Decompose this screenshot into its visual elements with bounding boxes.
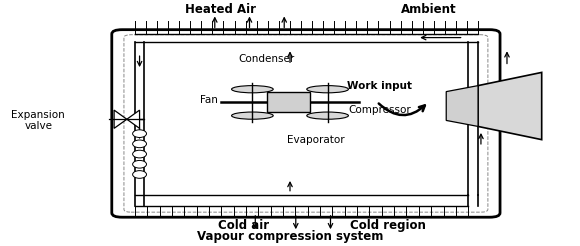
Text: Cold region: Cold region xyxy=(350,219,426,232)
Text: Vapour compression system: Vapour compression system xyxy=(197,230,383,243)
Text: Work input: Work input xyxy=(347,81,412,91)
Polygon shape xyxy=(478,72,542,140)
Bar xyxy=(267,92,310,112)
Text: Condenser: Condenser xyxy=(239,54,295,64)
Text: Evaporator: Evaporator xyxy=(287,135,345,145)
Text: Heated Air: Heated Air xyxy=(185,3,256,16)
Ellipse shape xyxy=(133,171,147,178)
Text: Ambient: Ambient xyxy=(401,3,456,16)
FancyBboxPatch shape xyxy=(112,30,500,217)
Text: Compressor: Compressor xyxy=(349,105,411,115)
Ellipse shape xyxy=(307,86,349,93)
Text: Fan: Fan xyxy=(200,95,218,105)
Ellipse shape xyxy=(133,150,147,158)
Ellipse shape xyxy=(231,112,273,119)
Ellipse shape xyxy=(307,112,349,119)
Polygon shape xyxy=(446,86,478,126)
Text: Expansion
valve: Expansion valve xyxy=(12,110,65,131)
Text: Cold air: Cold air xyxy=(218,219,269,232)
Polygon shape xyxy=(127,110,140,128)
Ellipse shape xyxy=(133,160,147,168)
Polygon shape xyxy=(114,110,127,128)
Ellipse shape xyxy=(133,130,147,138)
Ellipse shape xyxy=(133,140,147,148)
Ellipse shape xyxy=(231,86,273,93)
